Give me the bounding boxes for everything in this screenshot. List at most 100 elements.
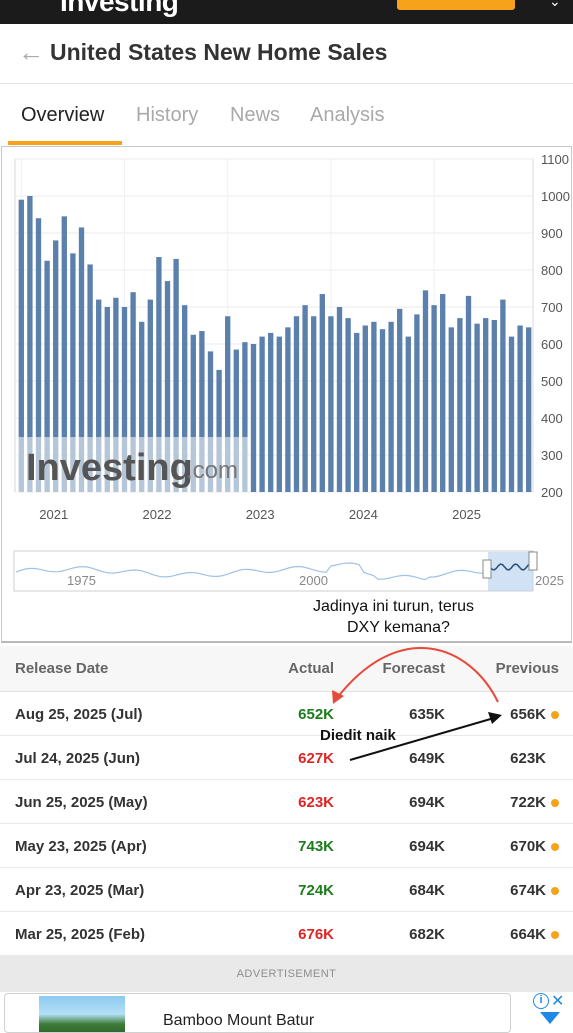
chart-bar bbox=[397, 308, 403, 492]
col-release-date[interactable]: Release Date bbox=[15, 660, 109, 677]
chart-bar bbox=[233, 349, 239, 492]
y-tick-label: 200 bbox=[541, 485, 563, 500]
chart-bar bbox=[268, 332, 274, 492]
table-row[interactable]: May 23, 2025 (Apr) 743K 694K 670K bbox=[0, 824, 573, 868]
y-tick-label: 900 bbox=[541, 226, 563, 241]
tab-analysis[interactable]: Analysis bbox=[310, 104, 385, 126]
tab-news[interactable]: News bbox=[230, 104, 281, 126]
y-tick-label: 500 bbox=[541, 374, 563, 389]
release-date-cell: Aug 25, 2025 (Jul) bbox=[15, 706, 143, 723]
ad-info-icon[interactable]: i bbox=[533, 993, 549, 1009]
navigator-left-handle[interactable] bbox=[482, 559, 492, 579]
y-tick-label: 300 bbox=[541, 448, 563, 463]
page-header: ← United States New Home Sales bbox=[0, 24, 573, 84]
navigator-right-handle[interactable] bbox=[528, 551, 538, 571]
active-tab-indicator bbox=[8, 141, 122, 145]
table-row[interactable]: Aug 25, 2025 (Jul) 652K 635K 656K bbox=[0, 692, 573, 736]
chart-bar bbox=[285, 327, 291, 492]
watermark-logo: Investing bbox=[26, 447, 193, 489]
navigator-label-2025: 2025 bbox=[535, 573, 564, 588]
chart-bar bbox=[53, 240, 59, 492]
tab-bar: Overview History News Analysis bbox=[0, 84, 573, 146]
navigator-label-2000: 2000 bbox=[299, 573, 328, 588]
revised-dot-icon bbox=[551, 843, 559, 851]
chart-bar bbox=[345, 318, 351, 492]
revised-dot-icon bbox=[551, 887, 559, 895]
chart-bar bbox=[328, 316, 334, 492]
black-arrow bbox=[349, 717, 495, 761]
release-date-cell: Jun 25, 2025 (May) bbox=[15, 794, 148, 811]
ad-image[interactable] bbox=[39, 996, 125, 1032]
chart-bar bbox=[104, 307, 110, 492]
chart-bar bbox=[371, 321, 377, 492]
chart-bar bbox=[448, 327, 454, 492]
navigator[interactable]: 1975 2000 2025 bbox=[13, 550, 564, 592]
chart-bar bbox=[121, 307, 128, 492]
ad-close-icon[interactable]: ✕ bbox=[551, 993, 565, 1010]
forecast-cell: 694K bbox=[409, 838, 445, 855]
chart-bar bbox=[18, 199, 24, 492]
page-title: United States New Home Sales bbox=[50, 39, 388, 65]
chart-bars bbox=[18, 196, 532, 492]
release-date-cell: Mar 25, 2025 (Feb) bbox=[15, 926, 146, 943]
revised-dot-icon bbox=[551, 799, 559, 807]
chart-bar bbox=[225, 316, 231, 492]
chart-bar bbox=[164, 281, 171, 492]
y-tick-label: 400 bbox=[541, 411, 563, 426]
ad-card[interactable]: Bamboo Mount Batur bbox=[4, 993, 511, 1033]
previous-cell: 722K bbox=[510, 794, 546, 811]
brand-logo[interactable]: Investing bbox=[60, 0, 179, 17]
chart-bar bbox=[35, 218, 42, 492]
chart-bar bbox=[113, 297, 119, 492]
y-tick-label: 600 bbox=[541, 337, 563, 352]
table-row[interactable]: Jun 25, 2025 (May) 623K 694K 722K bbox=[0, 780, 573, 824]
x-tick-label: 2021 bbox=[39, 507, 68, 522]
ad-title[interactable]: Bamboo Mount Batur bbox=[163, 1012, 315, 1029]
chart-bar bbox=[78, 227, 85, 492]
table-row[interactable]: Apr 23, 2025 (Mar) 724K 684K 674K bbox=[0, 868, 573, 912]
chart-bar bbox=[44, 260, 50, 492]
chart-bar bbox=[405, 336, 411, 492]
navigator-selection bbox=[488, 552, 533, 591]
chart-bar bbox=[259, 336, 265, 492]
chart-bar bbox=[182, 305, 188, 492]
tab-overview[interactable]: Overview bbox=[21, 104, 105, 126]
navigator-selected-series bbox=[489, 563, 533, 571]
chart-bar bbox=[61, 216, 67, 492]
forecast-cell: 649K bbox=[409, 750, 445, 767]
chevron-down-icon[interactable]: ⌄ bbox=[549, 0, 561, 9]
chart-bar bbox=[250, 344, 257, 492]
navigator-label-1975: 1975 bbox=[67, 573, 96, 588]
table-row[interactable]: Mar 25, 2025 (Feb) 676K 682K 664K bbox=[0, 912, 573, 956]
back-arrow-icon[interactable]: ← bbox=[18, 37, 44, 67]
chart-bar bbox=[190, 334, 196, 492]
ad-choices-icon[interactable] bbox=[540, 1012, 560, 1024]
forecast-cell: 684K bbox=[409, 882, 445, 899]
table-row[interactable]: Jul 24, 2025 (Jun) 627K 649K 623K bbox=[0, 736, 573, 780]
col-forecast[interactable]: Forecast bbox=[382, 660, 445, 677]
chart-bar bbox=[526, 327, 532, 492]
forecast-cell: 682K bbox=[409, 926, 445, 943]
actual-cell: 623K bbox=[298, 794, 334, 811]
signup-button[interactable] bbox=[397, 0, 515, 10]
annotation-question-line1: Jadinya ini turun, terus bbox=[313, 598, 474, 615]
watermark-suffix: .com bbox=[186, 457, 238, 484]
actual-cell: 724K bbox=[298, 882, 334, 899]
annotation-arrows: Diedit naik bbox=[320, 646, 502, 761]
tab-history[interactable]: History bbox=[136, 104, 199, 126]
chart-bar bbox=[139, 321, 145, 492]
chart-bar bbox=[311, 316, 317, 492]
chart-bar bbox=[474, 323, 480, 492]
ad-label-bar: ADVERTISEMENT bbox=[0, 956, 573, 992]
annotation-edit-note: Diedit naik bbox=[320, 727, 397, 744]
chart-bar bbox=[70, 253, 76, 492]
chart-bar bbox=[302, 305, 308, 492]
black-arrowhead bbox=[488, 712, 502, 724]
y-axis-ticks: 200 300 400 500 600 700 800 900 1000 1100 bbox=[541, 152, 570, 500]
annotation-question-line2: DXY kemana? bbox=[347, 619, 450, 636]
navigator-series bbox=[15, 562, 487, 581]
chart-bar bbox=[491, 319, 497, 492]
col-actual[interactable]: Actual bbox=[288, 660, 334, 677]
col-previous[interactable]: Previous bbox=[495, 660, 559, 677]
